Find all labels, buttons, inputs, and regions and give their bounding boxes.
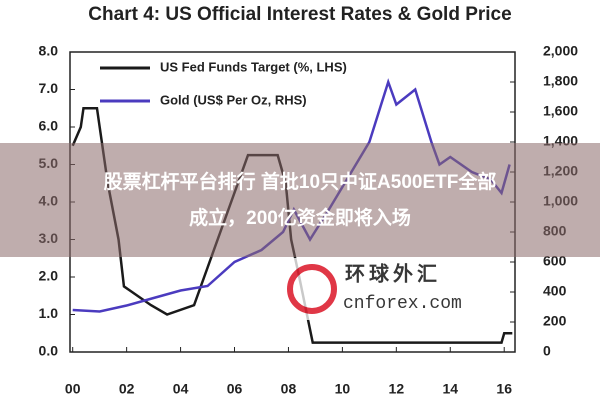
y2-tick-label: 1,600 (543, 103, 578, 119)
y-tick-label: 7.0 (39, 80, 59, 96)
y2-tick-label: 2,000 (543, 43, 578, 59)
watermark-logo (287, 264, 337, 314)
y2-tick-label: 400 (543, 283, 567, 299)
banner-line: 股票杠杆平台排行 首批10只中证A500ETF全部 (104, 170, 497, 193)
x-tick-label: 00 (65, 381, 81, 397)
y2-tick-label: 1,800 (543, 73, 578, 89)
y-tick-label: 6.0 (39, 118, 59, 134)
watermark-name: 环球外汇 (345, 262, 441, 286)
x-tick-label: 08 (281, 381, 297, 397)
x-tick-label: 16 (496, 381, 512, 397)
legend-label: US Fed Funds Target (%, LHS) (160, 59, 347, 74)
x-tick-label: 12 (389, 381, 405, 397)
x-tick-label: 02 (119, 381, 135, 397)
y-tick-label: 1.0 (39, 305, 59, 321)
x-tick-label: 14 (442, 381, 458, 397)
y-tick-label: 8.0 (39, 43, 59, 59)
banner-bg (0, 143, 600, 257)
watermark-site: cnforex.com (343, 294, 462, 314)
y2-tick-label: 200 (543, 313, 567, 329)
chart-title: Chart 4: US Official Interest Rates & Go… (88, 4, 511, 25)
y2-tick-label: 0 (543, 343, 551, 359)
y-tick-label: 2.0 (39, 268, 59, 284)
watermark: 环球外汇 cnforex.com (285, 258, 480, 320)
x-tick-label: 10 (335, 381, 351, 397)
x-tick-label: 04 (173, 381, 189, 397)
x-tick-label: 06 (227, 381, 243, 397)
banner-line: 成立，200亿资金即将入场 (189, 206, 411, 229)
legend-label: Gold (US$ Per Oz, RHS) (160, 92, 307, 107)
y-tick-label: 0.0 (39, 343, 59, 359)
